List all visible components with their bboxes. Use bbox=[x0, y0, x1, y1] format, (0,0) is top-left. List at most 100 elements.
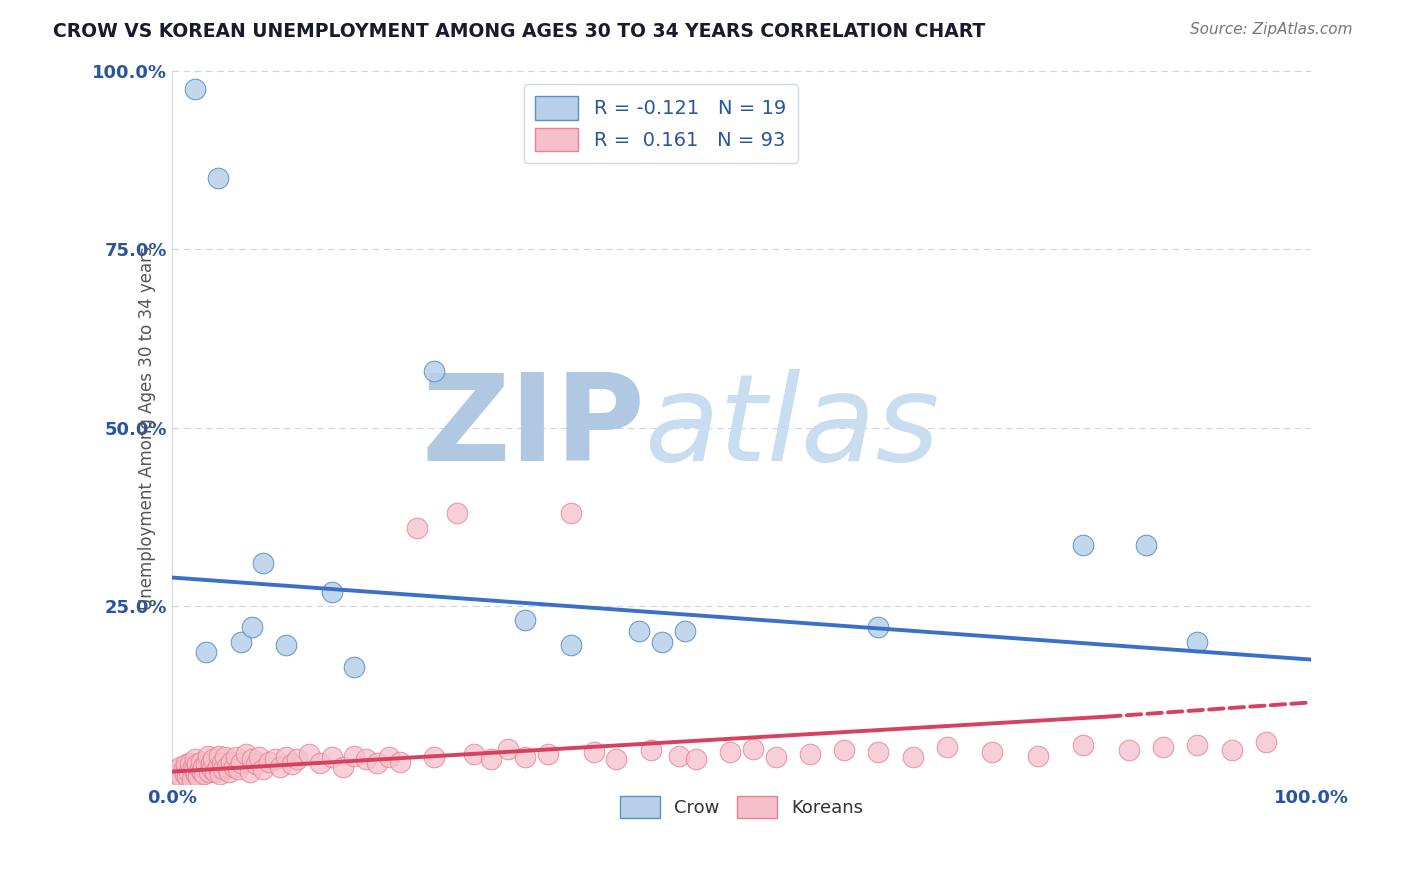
Point bbox=[651, 634, 673, 648]
Point bbox=[1220, 743, 1243, 757]
Point bbox=[226, 762, 249, 776]
Point bbox=[298, 747, 321, 762]
Point bbox=[169, 759, 191, 773]
Point bbox=[1073, 738, 1095, 752]
Point bbox=[218, 764, 240, 779]
Point bbox=[245, 757, 267, 772]
Point bbox=[187, 770, 209, 784]
Point bbox=[193, 766, 215, 780]
Point bbox=[173, 762, 195, 776]
Point bbox=[202, 752, 225, 766]
Text: Source: ZipAtlas.com: Source: ZipAtlas.com bbox=[1189, 22, 1353, 37]
Point bbox=[239, 764, 262, 779]
Point bbox=[343, 748, 366, 763]
Point bbox=[190, 755, 212, 769]
Point bbox=[252, 762, 274, 776]
Point bbox=[765, 750, 787, 764]
Point bbox=[832, 743, 855, 757]
Point bbox=[560, 638, 582, 652]
Point bbox=[685, 752, 707, 766]
Point bbox=[281, 757, 304, 772]
Point bbox=[191, 759, 214, 773]
Point bbox=[174, 757, 197, 772]
Point bbox=[274, 638, 297, 652]
Text: CROW VS KOREAN UNEMPLOYMENT AMONG AGES 30 TO 34 YEARS CORRELATION CHART: CROW VS KOREAN UNEMPLOYMENT AMONG AGES 3… bbox=[53, 22, 986, 41]
Point bbox=[179, 764, 201, 779]
Point bbox=[186, 757, 208, 772]
Point bbox=[179, 756, 201, 770]
Point bbox=[222, 759, 245, 773]
Point bbox=[208, 748, 231, 763]
Text: ZIP: ZIP bbox=[422, 369, 645, 486]
Point bbox=[200, 756, 222, 770]
Point bbox=[446, 507, 468, 521]
Point bbox=[1118, 743, 1140, 757]
Point bbox=[423, 364, 446, 378]
Point bbox=[181, 759, 204, 773]
Point bbox=[673, 624, 696, 638]
Point bbox=[229, 634, 252, 648]
Point bbox=[197, 748, 219, 763]
Point bbox=[176, 769, 198, 783]
Y-axis label: Unemployment Among Ages 30 to 34 years: Unemployment Among Ages 30 to 34 years bbox=[138, 246, 156, 609]
Point bbox=[221, 755, 243, 769]
Point bbox=[229, 756, 252, 770]
Point bbox=[366, 756, 388, 770]
Point bbox=[742, 741, 765, 756]
Point bbox=[195, 757, 218, 772]
Point bbox=[1152, 740, 1174, 755]
Point bbox=[191, 764, 214, 779]
Point bbox=[183, 763, 205, 777]
Point bbox=[1254, 734, 1277, 748]
Point bbox=[868, 745, 890, 759]
Text: atlas: atlas bbox=[645, 369, 941, 486]
Point bbox=[582, 745, 605, 759]
Point bbox=[332, 759, 354, 773]
Point bbox=[215, 759, 238, 773]
Point bbox=[235, 747, 257, 762]
Point bbox=[479, 752, 502, 766]
Point bbox=[1187, 738, 1209, 752]
Point bbox=[225, 750, 247, 764]
Point bbox=[212, 762, 235, 776]
Point bbox=[204, 764, 226, 779]
Point bbox=[377, 750, 399, 764]
Point bbox=[423, 750, 446, 764]
Point bbox=[981, 745, 1004, 759]
Point bbox=[269, 759, 291, 773]
Point bbox=[263, 752, 285, 766]
Point bbox=[718, 745, 741, 759]
Point bbox=[180, 772, 202, 786]
Point bbox=[184, 752, 207, 766]
Point bbox=[247, 750, 270, 764]
Point bbox=[207, 171, 229, 186]
Point bbox=[165, 763, 187, 777]
Point bbox=[207, 759, 229, 773]
Point bbox=[1073, 538, 1095, 552]
Point bbox=[515, 613, 537, 627]
Point bbox=[537, 747, 560, 762]
Point bbox=[274, 750, 297, 764]
Point bbox=[173, 766, 195, 780]
Point bbox=[1187, 634, 1209, 648]
Point bbox=[668, 748, 690, 763]
Point bbox=[287, 752, 309, 766]
Legend: Crow, Koreans: Crow, Koreans bbox=[613, 789, 870, 825]
Point bbox=[321, 584, 343, 599]
Point bbox=[208, 766, 231, 780]
Point bbox=[901, 750, 924, 764]
Point bbox=[184, 82, 207, 96]
Point bbox=[211, 756, 233, 770]
Point bbox=[1026, 748, 1049, 763]
Point bbox=[1135, 538, 1157, 552]
Point bbox=[309, 756, 332, 770]
Point bbox=[640, 743, 662, 757]
Point bbox=[560, 507, 582, 521]
Point bbox=[799, 747, 821, 762]
Point bbox=[214, 750, 236, 764]
Point bbox=[343, 659, 366, 673]
Point bbox=[321, 750, 343, 764]
Point bbox=[201, 762, 224, 776]
Point bbox=[354, 752, 377, 766]
Point bbox=[252, 556, 274, 570]
